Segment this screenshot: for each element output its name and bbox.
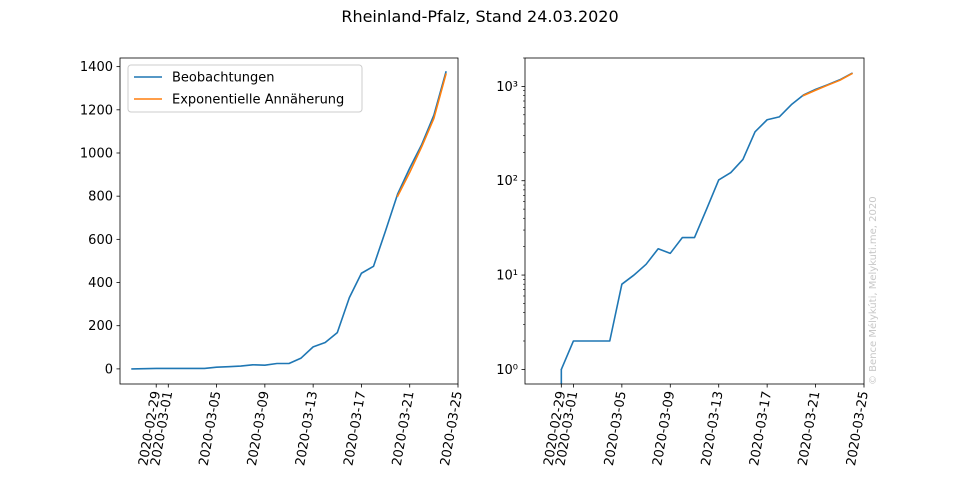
copyright-watermark: © Bence Mélykúti, Melykuti.me, 2020	[867, 196, 879, 385]
y-tick-label: 10¹	[496, 269, 518, 284]
observed-series-line	[131, 71, 447, 370]
x-tick-label: 2020-03-13	[293, 390, 321, 467]
x-tick-label: 2020-03-05	[197, 390, 225, 467]
axes-frame	[524, 57, 865, 385]
observed-series-line	[560, 72, 853, 371]
linear-chart-panel: 02004006008001000120014002020-02-292020-…	[80, 57, 466, 467]
legend-label: Exponentielle Annäherung	[172, 93, 344, 108]
axes-frame	[119, 57, 459, 385]
x-tick-label: 2020-03-21	[796, 390, 824, 467]
y-tick-label: 200	[88, 319, 113, 334]
x-tick-label: 2020-03-21	[390, 390, 418, 467]
y-tick-label: 10²	[496, 174, 518, 189]
x-tick-label: 2020-03-05	[602, 390, 630, 467]
y-tick-label: 1400	[80, 60, 113, 75]
y-tick-label: 0	[105, 362, 113, 377]
y-tick-label: 1000	[80, 146, 113, 161]
y-tick-label: 10³	[496, 80, 518, 95]
y-tick-label: 600	[88, 233, 113, 248]
figure-title: Rheinland-Pfalz, Stand 24.03.2020	[341, 7, 618, 26]
fit-series-line	[396, 73, 447, 198]
x-tick-label: 2020-03-25	[438, 390, 466, 467]
x-tick-label: 2020-03-17	[341, 390, 369, 467]
y-tick-label: 1200	[80, 103, 113, 118]
fit-series-line	[802, 72, 853, 97]
legend-box	[127, 64, 363, 113]
y-tick-label: 400	[88, 276, 113, 291]
x-tick-label: 2020-03-09	[650, 390, 678, 467]
x-tick-label: 2020-03-09	[245, 390, 273, 467]
x-tick-label: 2020-03-25	[844, 390, 872, 467]
x-tick-label: 2020-03-13	[699, 390, 727, 467]
x-tick-label: 2020-03-17	[747, 390, 775, 467]
y-tick-label: 800	[88, 190, 113, 205]
legend-label: Beobachtungen	[172, 71, 275, 86]
legend: Beobachtungen Exponentielle Annäherung	[127, 64, 363, 113]
y-tick-label: 10⁰	[496, 363, 518, 378]
